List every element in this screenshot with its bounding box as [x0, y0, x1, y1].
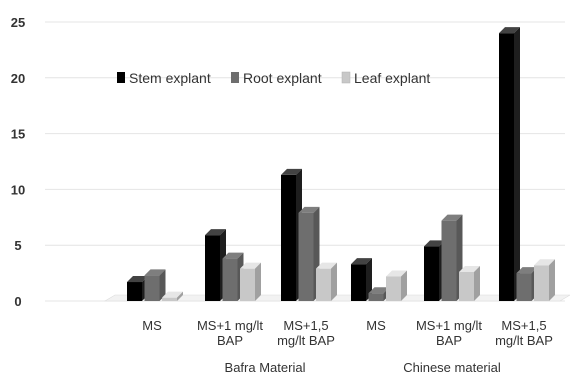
bar-front — [459, 271, 474, 301]
bar-side — [177, 291, 183, 301]
legend-item: Root explant — [231, 70, 322, 86]
x-category-label: MS — [142, 318, 162, 333]
x-category-label: MS — [366, 318, 386, 333]
bar-top — [316, 262, 337, 269]
bar-front — [144, 275, 160, 301]
bar-top — [144, 269, 166, 276]
x-category-label: MS+1 mg/lt — [197, 318, 263, 333]
bar-front — [534, 265, 549, 301]
bar-top — [499, 27, 520, 34]
bar-top — [298, 206, 320, 213]
y-axis-tick-labels: 0 5 10 15 20 25 — [11, 15, 25, 309]
bar-front — [205, 235, 220, 301]
bar-top — [222, 252, 244, 259]
x-category-label: mg/lt BAP — [495, 333, 553, 348]
legend-label: Stem explant — [129, 70, 211, 86]
bars — [127, 27, 555, 301]
legend-label: Leaf explant — [354, 70, 430, 86]
bar-top — [205, 229, 226, 236]
bar-top — [534, 259, 555, 266]
bar-side — [401, 270, 407, 301]
bar-front — [127, 282, 142, 301]
bar — [316, 262, 337, 301]
bar-top — [424, 240, 445, 247]
bar-side — [159, 269, 166, 301]
bar-front — [316, 268, 331, 301]
x-category-label: MS+1 mg/lt — [416, 318, 482, 333]
bar-side — [255, 262, 261, 301]
bar-front — [368, 293, 384, 301]
bar-side — [474, 265, 480, 301]
bar-side — [514, 27, 520, 301]
bar-top — [459, 265, 480, 272]
bar-top — [351, 258, 372, 265]
y-tick-label: 0 — [14, 294, 21, 309]
y-tick-label: 10 — [11, 182, 25, 197]
bar — [162, 291, 183, 301]
bar-front — [351, 264, 366, 301]
bar-front — [298, 212, 314, 301]
bar-top — [516, 267, 538, 274]
x-category-label: MS+1,5 — [501, 318, 546, 333]
x-category-label: BAP — [217, 333, 243, 348]
legend-item: Leaf explant — [341, 70, 430, 86]
y-tick-label: 15 — [11, 127, 25, 142]
bar — [144, 269, 166, 301]
bar-front — [281, 174, 296, 301]
legend: Stem explant Root explant Leaf explant — [117, 70, 430, 86]
bar-front — [424, 246, 439, 301]
bar-front — [516, 273, 532, 301]
bar — [351, 258, 372, 301]
bar — [459, 265, 480, 301]
bar-front — [499, 33, 514, 301]
bar-top — [127, 276, 148, 283]
bar — [534, 259, 555, 301]
legend-swatch — [341, 71, 351, 84]
bar-top — [162, 291, 183, 298]
bar-side — [331, 262, 337, 301]
bar — [386, 270, 407, 301]
y-tick-label: 20 — [11, 71, 25, 86]
bar-top — [240, 262, 261, 269]
bar-top — [281, 168, 302, 175]
x-group-label: Chinese material — [403, 360, 501, 375]
bar-front — [222, 258, 238, 301]
x-category-label: BAP — [436, 333, 462, 348]
legend-swatch — [231, 72, 239, 83]
bar-front — [162, 297, 177, 301]
legend-swatch — [117, 72, 125, 83]
bar-side — [366, 258, 372, 301]
bar-front — [441, 220, 457, 301]
bar-side — [549, 259, 555, 301]
x-axis-group-labels: Bafra Material Chinese material — [225, 360, 501, 375]
bar-top — [441, 214, 463, 221]
x-category-label: mg/lt BAP — [277, 333, 335, 348]
legend-label: Root explant — [243, 70, 322, 86]
bar-front — [386, 276, 401, 301]
bar — [222, 252, 244, 301]
bar-top — [386, 270, 407, 277]
x-group-label: Bafra Material — [225, 360, 306, 375]
bar-top — [368, 287, 390, 294]
bar — [240, 262, 261, 301]
y-tick-label: 5 — [14, 238, 21, 253]
x-category-label: MS+1,5 — [283, 318, 328, 333]
legend-item: Stem explant — [117, 70, 211, 86]
bar-front — [240, 268, 255, 301]
bar — [499, 27, 520, 301]
y-tick-label: 25 — [11, 15, 25, 30]
